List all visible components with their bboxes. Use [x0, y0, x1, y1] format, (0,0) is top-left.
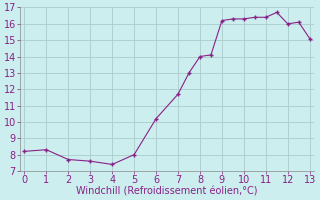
X-axis label: Windchill (Refroidissement éolien,°C): Windchill (Refroidissement éolien,°C) — [76, 187, 258, 197]
